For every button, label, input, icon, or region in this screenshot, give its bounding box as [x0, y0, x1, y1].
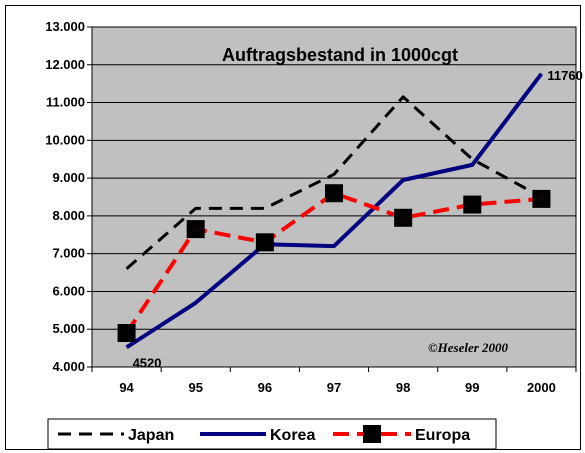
x-tick-label: 99	[465, 380, 479, 395]
marker-europa	[325, 184, 343, 203]
y-tick-label: 7.000	[52, 246, 85, 261]
copyright-annotation: ©Heseler 2000	[428, 340, 509, 355]
marker-europa	[532, 189, 551, 208]
y-tick-label: 11.000	[46, 95, 85, 110]
x-axis: 94 95 96 97 98 99 2000	[91, 367, 577, 395]
x-tick-label: 96	[258, 380, 272, 395]
y-tick-label: 10.000	[45, 132, 85, 147]
marker-europa	[186, 220, 205, 239]
y-tick-label: 12.000	[45, 57, 85, 72]
marker-europa	[117, 324, 136, 342]
x-tick-label: 94	[119, 380, 134, 395]
y-tick-label: 8.000	[52, 208, 85, 223]
legend-label-korea: Korea	[270, 427, 315, 444]
chart-title: Auftragsbestand in 1000cgt	[222, 45, 458, 65]
y-tick-label: 4.000	[52, 359, 85, 374]
marker-europa	[463, 195, 482, 214]
y-tick-label: 5.000	[52, 321, 85, 336]
legend-marker	[363, 425, 381, 443]
x-tick-label: 98	[396, 380, 410, 395]
x-tick-label: 95	[188, 380, 202, 395]
y-axis: 4.000 5.000 6.000 7.000 8.000 9.000 10.000 11.0…	[45, 19, 92, 374]
data-labels: 4520 11760	[133, 68, 583, 371]
marker-europa	[394, 208, 413, 227]
x-tick-label: 2000	[527, 380, 556, 395]
series-line-korea	[125, 72, 544, 350]
legend-label-europa: Europa	[415, 427, 470, 444]
x-tick-label: 97	[327, 380, 341, 395]
legend-label-japan: Japan	[128, 427, 174, 444]
y-tick-label: 6.000	[52, 283, 85, 298]
data-label: 4520	[133, 355, 162, 370]
data-label: 11760	[547, 68, 582, 83]
grid-lines	[92, 64, 576, 330]
y-tick-label: 9.000	[52, 170, 85, 185]
marker-europa	[255, 233, 274, 252]
series-line-japan	[125, 95, 543, 270]
y-tick-label: 13.000	[45, 19, 85, 34]
legend: Japan Korea Europa	[47, 418, 497, 450]
series-group	[117, 72, 551, 350]
